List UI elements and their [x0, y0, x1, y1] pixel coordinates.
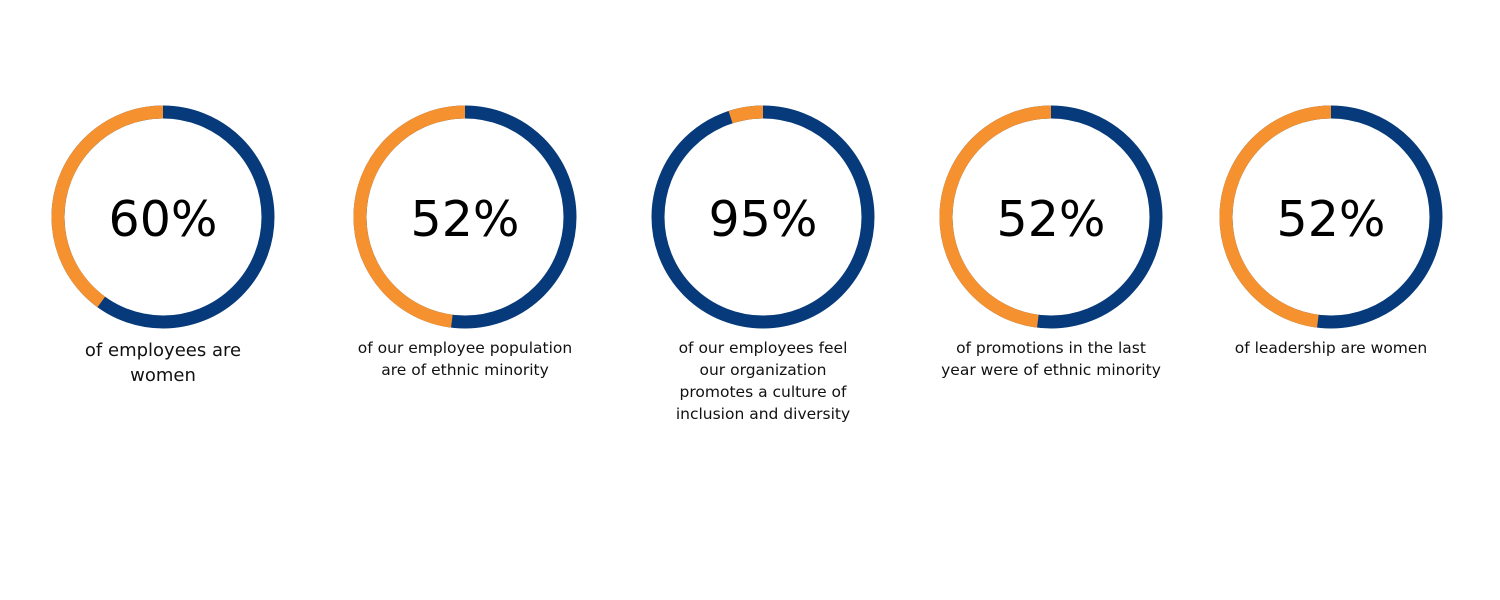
stat-inclusion-culture: 95% of our employees feel our organizati… [648, 102, 878, 423]
percentage-value: 95% [709, 191, 818, 248]
percentage-value: 60% [109, 191, 218, 248]
percentage-value: 52% [997, 191, 1106, 248]
donut-accent-arc [728, 105, 764, 124]
donut-chart: 52% [1219, 105, 1443, 329]
donut-chart: 52% [939, 105, 1163, 329]
donut-accent-arc [939, 105, 1052, 328]
donut-chart: 95% [651, 105, 875, 329]
donut-accent-arc [51, 105, 164, 308]
stat-caption: of our employee population are of ethnic… [357, 339, 573, 379]
stat-caption: of leadership are women [1234, 339, 1428, 357]
donut-chart: 52% [353, 105, 577, 329]
donut-accent-arc [1219, 105, 1332, 328]
percentage-value: 52% [411, 191, 520, 248]
stat-caption: of employees are women [84, 340, 242, 386]
stat-women-leadership: 52% of leadership are women [1216, 102, 1446, 357]
donut-chart: 60% [51, 105, 275, 329]
stat-women-employees: 60% of employees are women [48, 102, 278, 386]
stat-caption: of our employees feel our organization p… [675, 339, 851, 423]
donut-accent-arc [353, 105, 466, 328]
stat-ethnic-minority-employees: 52% of our employee population are of et… [350, 102, 580, 379]
stat-caption: of promotions in the last year were of e… [941, 339, 1161, 379]
stat-minority-promotions: 52% of promotions in the last year were … [936, 102, 1166, 379]
percentage-value: 52% [1277, 191, 1386, 248]
